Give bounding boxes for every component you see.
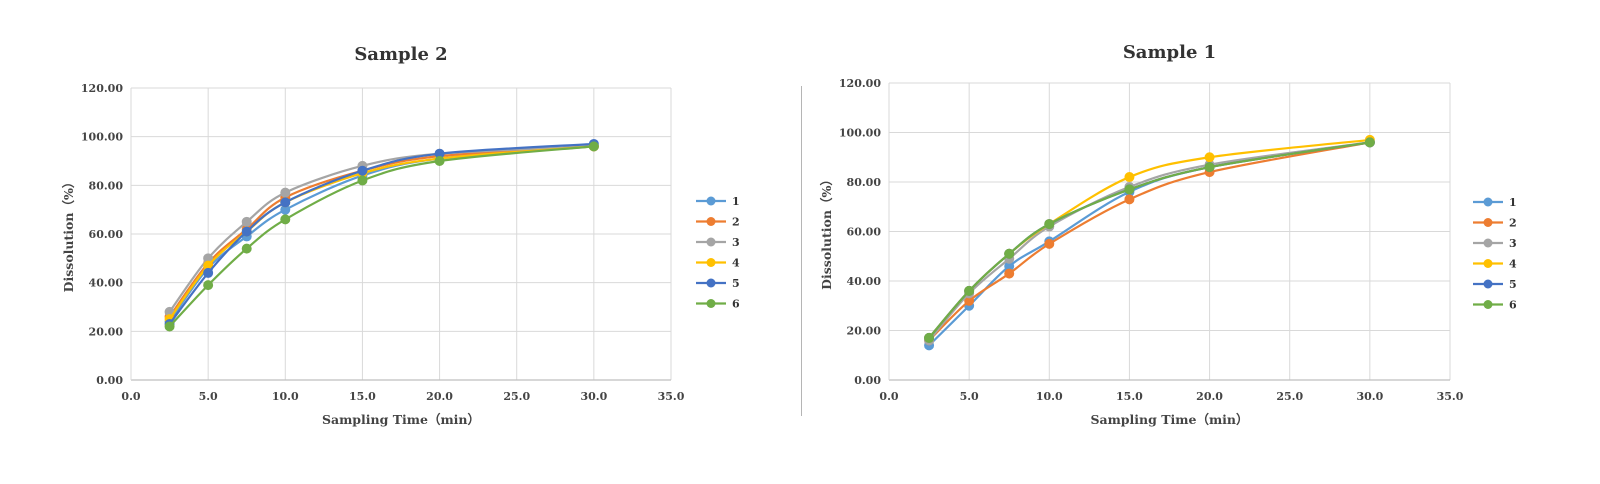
x-axis-label: Sampling Time（min） bbox=[322, 412, 480, 427]
chart-sample-1: Sample 1 0.0 5.0 10.0 15.0 20.0 25.0 30.0 35.0 0.… bbox=[800, 0, 1600, 480]
y-tick-label: 40.00 bbox=[847, 275, 882, 288]
series-line-3 bbox=[928, 141, 1371, 342]
legend-swatch-marker bbox=[1483, 300, 1493, 309]
x-tick-label: 10.0 bbox=[1036, 390, 1063, 403]
series-line-1 bbox=[928, 141, 1371, 347]
y-tick-label: 20.00 bbox=[847, 325, 882, 338]
series-line-6 bbox=[928, 141, 1371, 339]
x-tick-label: 30.0 bbox=[1356, 390, 1383, 403]
legend-label: 3 bbox=[732, 236, 740, 249]
x-tick-label: 10.0 bbox=[272, 390, 299, 403]
data-point bbox=[1124, 172, 1135, 183]
x-tick-label: 5.0 bbox=[960, 390, 979, 403]
data-point bbox=[357, 175, 368, 186]
data-point bbox=[357, 165, 368, 176]
legend-swatch-marker bbox=[1483, 238, 1493, 248]
legend-label: 3 bbox=[1509, 237, 1517, 250]
data-point bbox=[1044, 238, 1055, 249]
y-tick-label: 120.00 bbox=[839, 77, 881, 90]
data-point bbox=[1004, 268, 1015, 279]
x-tick-label: 15.0 bbox=[349, 390, 376, 403]
x-tick-label: 30.0 bbox=[580, 390, 607, 403]
legend-label: 4 bbox=[732, 257, 740, 270]
data-point bbox=[241, 216, 252, 227]
series-line-3 bbox=[168, 145, 594, 313]
legend-label: 6 bbox=[1509, 299, 1517, 312]
data-point bbox=[203, 280, 214, 291]
y-tick-label: 100.00 bbox=[839, 127, 881, 140]
series-line-2 bbox=[168, 145, 594, 318]
y-tick-label: 120.00 bbox=[81, 82, 123, 95]
data-point bbox=[1204, 162, 1215, 173]
y-tick-label: 0.00 bbox=[854, 374, 881, 387]
data-point bbox=[280, 214, 291, 225]
data-point bbox=[280, 197, 291, 208]
data-point bbox=[1124, 184, 1135, 195]
chart-svg: Sample 2 0.0 5.0 10.0 15.0 20.0 25.0 30.0 35.0 0.… bbox=[61, 44, 740, 427]
legend-label: 2 bbox=[732, 216, 740, 229]
y-tick-label: 20.00 bbox=[89, 325, 124, 338]
legend-swatch-marker bbox=[706, 237, 716, 247]
legend-label: 2 bbox=[1509, 217, 1517, 230]
legend-label: 4 bbox=[1509, 258, 1517, 271]
data-point bbox=[924, 332, 935, 343]
chart-sample-2: Sample 2 0.0 5.0 10.0 15.0 20.0 25.0 30.0 35.0 0.… bbox=[0, 0, 800, 480]
data-point bbox=[241, 243, 252, 254]
data-point bbox=[434, 156, 445, 166]
y-tick-label: 80.00 bbox=[847, 176, 882, 189]
legend-swatch-marker bbox=[1483, 279, 1493, 289]
legend-swatch-marker bbox=[1483, 197, 1493, 207]
y-tick-label: 100.00 bbox=[81, 131, 123, 144]
series-line-5 bbox=[928, 141, 1371, 339]
x-tick-label: 25.0 bbox=[503, 390, 530, 403]
legend-swatch-marker bbox=[1483, 259, 1493, 268]
data-point bbox=[964, 285, 975, 296]
y-tick-label: 60.00 bbox=[847, 226, 882, 239]
legend-swatch-marker bbox=[706, 217, 716, 226]
series-line-4 bbox=[928, 138, 1370, 339]
chart-title: Sample 1 bbox=[1123, 42, 1216, 63]
legend-label: 1 bbox=[732, 195, 740, 208]
data-point bbox=[1044, 219, 1055, 230]
legend-label: 5 bbox=[732, 277, 740, 290]
data-point bbox=[1004, 248, 1015, 259]
legend-swatch-marker bbox=[706, 196, 716, 206]
x-tick-label: 20.0 bbox=[426, 390, 453, 403]
data-point bbox=[164, 321, 175, 332]
x-tick-label: 0.0 bbox=[121, 390, 140, 403]
legend-label: 5 bbox=[1509, 278, 1517, 291]
y-tick-label: 0.00 bbox=[96, 374, 123, 387]
chart-svg: Sample 1 0.0 5.0 10.0 15.0 20.0 25.0 30.0 35.0 0.… bbox=[819, 42, 1517, 427]
x-tick-label: 25.0 bbox=[1276, 390, 1303, 403]
x-tick-label: 0.0 bbox=[879, 390, 898, 403]
x-tick-label: 35.0 bbox=[658, 390, 685, 403]
y-axis-label: Dissolution（%） bbox=[819, 173, 834, 290]
x-tick-label: 20.0 bbox=[1196, 390, 1223, 403]
data-point bbox=[241, 226, 252, 237]
data-point bbox=[588, 141, 599, 152]
data-point bbox=[1204, 152, 1215, 163]
data-point bbox=[1364, 137, 1375, 148]
legend-swatch-marker bbox=[706, 299, 716, 308]
y-tick-label: 40.00 bbox=[89, 277, 124, 290]
legend-label: 6 bbox=[732, 298, 740, 311]
legend-swatch-marker bbox=[1483, 218, 1493, 227]
data-point bbox=[203, 267, 214, 278]
series-line-2 bbox=[928, 141, 1371, 342]
chart-title: Sample 2 bbox=[354, 44, 447, 65]
x-tick-label: 15.0 bbox=[1116, 390, 1143, 403]
legend-label: 1 bbox=[1509, 196, 1517, 209]
panel-divider bbox=[801, 86, 802, 416]
y-tick-label: 80.00 bbox=[89, 179, 124, 192]
legend-swatch-marker bbox=[706, 258, 716, 267]
series-line-6 bbox=[168, 145, 594, 328]
data-point bbox=[280, 187, 291, 198]
y-tick-label: 60.00 bbox=[89, 228, 124, 241]
x-tick-label: 35.0 bbox=[1437, 390, 1464, 403]
data-point bbox=[1124, 194, 1135, 205]
x-axis-label: Sampling Time（min） bbox=[1090, 412, 1248, 427]
x-tick-label: 5.0 bbox=[199, 390, 218, 403]
y-axis-label: Dissolution（%） bbox=[61, 176, 76, 293]
legend-swatch-marker bbox=[706, 278, 716, 288]
